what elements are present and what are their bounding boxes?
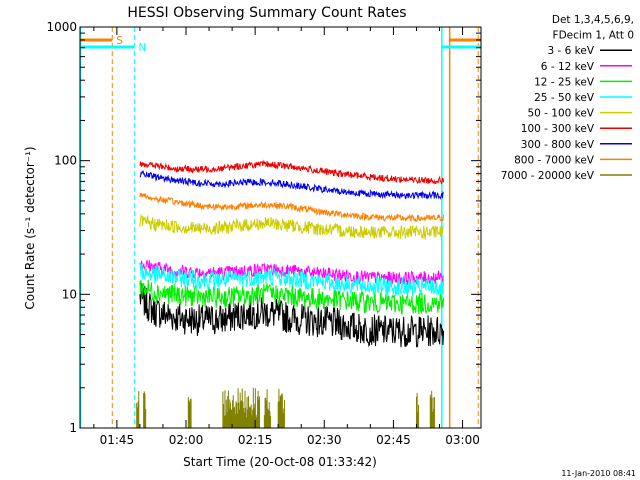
legend-entry-label: 300 - 800 keV — [521, 139, 595, 151]
series-line-1 — [139, 260, 445, 286]
x-tick-label: 01:45 — [100, 433, 135, 447]
legend-entry-label: 100 - 300 keV — [521, 123, 595, 135]
legend: Det 1,3,4,5,6,9, FDecim 1, Att 0 3 - 6 keV… — [501, 14, 634, 182]
y-axis-label: Count Rate (s⁻¹ detector⁻¹) — [23, 146, 37, 309]
legend-entry-label: 25 - 50 keV — [534, 92, 595, 104]
footer-date: 11-Jan-2010 08:41 — [561, 469, 636, 478]
y-tick-label: 1000 — [46, 20, 77, 34]
y-tick-label: 1 — [69, 421, 77, 435]
series-line-2 — [139, 279, 445, 316]
legend-header-line: FDecim 1, Att 0 — [553, 30, 634, 42]
series-line-0 — [139, 283, 445, 348]
x-tick-label: 02:15 — [238, 433, 273, 447]
series-line-6 — [139, 170, 445, 200]
y-tick-label: 100 — [54, 154, 77, 168]
chart-title: HESSI Observing Summary Count Rates — [127, 5, 406, 21]
legend-entry-label: 6 - 12 keV — [541, 61, 595, 73]
legend-entry-label: 7000 - 20000 keV — [501, 170, 595, 182]
y-tick-label: 10 — [62, 287, 77, 301]
x-axis-label: Start Time (20-Oct-08 01:33:42) — [183, 455, 377, 469]
legend-header-line: Det 1,3,4,5,6,9, — [552, 14, 634, 26]
plot-frame — [79, 26, 482, 429]
x-tick-label: 02:45 — [376, 433, 411, 447]
legend-entry-label: 12 - 25 keV — [534, 76, 595, 88]
x-tick-label: 03:00 — [445, 433, 480, 447]
legend-entry-label: 3 - 6 keV — [547, 45, 594, 57]
series-line-4 — [139, 214, 445, 241]
x-tick-label: 02:00 — [169, 433, 204, 447]
legend-entry-label: 50 - 100 keV — [527, 108, 594, 120]
night-flag-label: N — [138, 42, 146, 54]
series-line-3 — [139, 264, 445, 297]
saa-flag-label: S — [116, 35, 123, 47]
series-line-5 — [139, 159, 445, 185]
x-tick-label: 02:30 — [307, 433, 342, 447]
series-line-7 — [139, 192, 445, 223]
legend-entry-label: 800 - 7000 keV — [514, 154, 595, 166]
